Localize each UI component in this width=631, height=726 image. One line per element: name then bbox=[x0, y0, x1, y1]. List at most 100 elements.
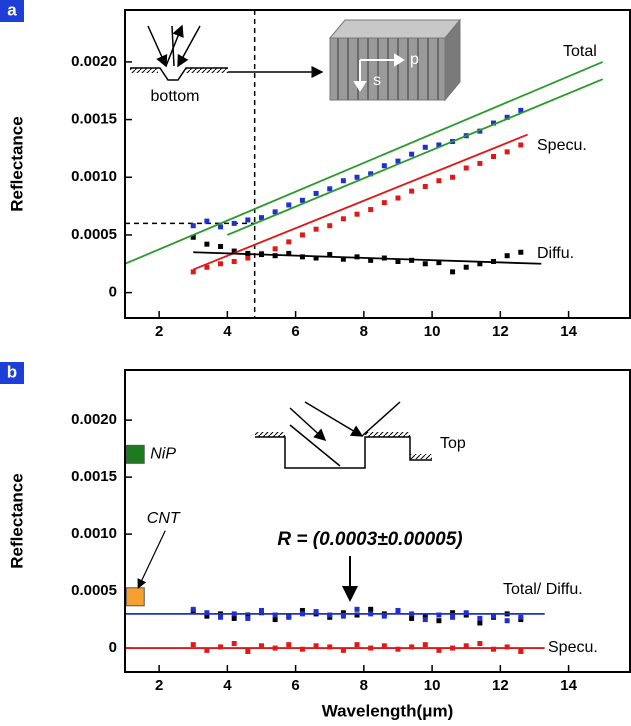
data-point bbox=[286, 614, 292, 620]
fit-line bbox=[227, 78, 604, 236]
data-point bbox=[204, 241, 210, 247]
data-point bbox=[313, 609, 319, 615]
data-point bbox=[218, 644, 224, 650]
data-point bbox=[518, 614, 524, 620]
data-point bbox=[299, 607, 305, 613]
data-point bbox=[340, 647, 346, 653]
data-point bbox=[204, 264, 210, 270]
data-point bbox=[340, 610, 346, 616]
data-point bbox=[504, 644, 510, 650]
data-point bbox=[231, 220, 237, 226]
data-point bbox=[463, 264, 469, 270]
data-point bbox=[491, 613, 497, 619]
data-point bbox=[313, 190, 319, 196]
y-tick-label: 0.0015 bbox=[71, 468, 117, 485]
panel-label: a bbox=[7, 0, 17, 19]
data-point bbox=[258, 215, 264, 221]
data-point bbox=[299, 646, 305, 652]
data-point bbox=[422, 613, 428, 619]
data-point bbox=[504, 149, 510, 155]
y-tick-label: 0.0010 bbox=[71, 525, 117, 542]
data-point bbox=[368, 171, 374, 177]
data-point bbox=[272, 246, 278, 252]
data-point bbox=[450, 174, 456, 180]
data-point bbox=[436, 178, 442, 184]
data-point bbox=[436, 142, 442, 148]
data-point bbox=[491, 646, 497, 652]
data-point bbox=[450, 269, 456, 275]
data-point bbox=[463, 165, 469, 171]
data-point bbox=[381, 643, 387, 649]
data-point bbox=[231, 248, 237, 254]
reference-label: NiP bbox=[150, 446, 176, 463]
data-point bbox=[340, 256, 346, 262]
data-point bbox=[272, 612, 278, 618]
data-point bbox=[422, 144, 428, 150]
data-point bbox=[422, 642, 428, 648]
y-tick-label: 0.0010 bbox=[71, 168, 117, 185]
reference-pointer bbox=[137, 530, 166, 589]
data-point bbox=[313, 643, 319, 649]
data-point bbox=[491, 120, 497, 126]
data-point bbox=[190, 606, 196, 612]
data-point bbox=[381, 613, 387, 619]
data-point bbox=[218, 261, 224, 267]
y-tick-label: 0.0020 bbox=[71, 53, 117, 70]
data-point bbox=[354, 612, 360, 618]
data-point bbox=[463, 643, 469, 649]
data-point bbox=[518, 142, 524, 148]
data-point bbox=[518, 648, 524, 654]
data-point bbox=[504, 618, 510, 624]
y-axis-title: Reflectance bbox=[7, 473, 26, 568]
series-label: Specu. bbox=[537, 137, 587, 154]
data-point bbox=[504, 253, 510, 259]
y-tick-label: 0.0005 bbox=[71, 226, 117, 243]
data-point bbox=[340, 216, 346, 222]
data-point bbox=[313, 226, 319, 232]
data-point bbox=[477, 641, 483, 647]
fit-line bbox=[124, 61, 604, 265]
x-tick-label: 14 bbox=[560, 323, 577, 340]
x-tick-label: 10 bbox=[424, 323, 441, 340]
panel-label: b bbox=[7, 362, 17, 381]
data-point bbox=[327, 252, 333, 258]
data-point bbox=[327, 644, 333, 650]
data-point bbox=[327, 186, 333, 192]
data-point bbox=[204, 218, 210, 224]
series-label: Total/ Diffu. bbox=[503, 581, 583, 598]
data-point bbox=[258, 607, 264, 613]
data-point bbox=[368, 606, 374, 612]
data-point bbox=[409, 644, 415, 650]
data-point bbox=[218, 614, 224, 620]
annotation: bottom bbox=[151, 88, 200, 105]
data-point bbox=[477, 615, 483, 621]
data-point bbox=[395, 195, 401, 201]
data-point bbox=[245, 612, 251, 618]
y-axis-title: Reflectance bbox=[7, 116, 26, 211]
plot-frame bbox=[124, 9, 631, 319]
x-tick-label: 4 bbox=[223, 677, 232, 694]
data-point bbox=[422, 261, 428, 267]
data-point bbox=[354, 174, 360, 180]
y-tick-label: 0 bbox=[109, 639, 117, 656]
reference-marker bbox=[125, 587, 145, 607]
data-point bbox=[231, 615, 237, 621]
x-tick-label: 14 bbox=[560, 677, 577, 694]
reference-marker bbox=[125, 444, 145, 464]
data-point bbox=[422, 183, 428, 189]
data-point bbox=[409, 188, 415, 194]
y-tick-label: 0.0015 bbox=[71, 111, 117, 128]
data-point bbox=[299, 232, 305, 238]
data-point bbox=[436, 618, 442, 624]
data-point bbox=[450, 614, 456, 620]
data-point bbox=[381, 200, 387, 206]
x-tick-label: 2 bbox=[155, 677, 163, 694]
data-point bbox=[299, 254, 305, 260]
data-point bbox=[354, 642, 360, 648]
x-tick-label: 12 bbox=[492, 323, 509, 340]
data-point bbox=[286, 202, 292, 208]
data-point bbox=[354, 211, 360, 217]
series-label: Specu. bbox=[548, 639, 598, 656]
data-point bbox=[190, 234, 196, 240]
